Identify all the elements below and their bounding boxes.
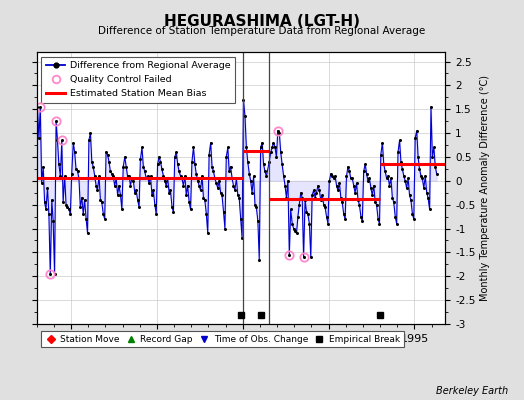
- Text: Berkeley Earth: Berkeley Earth: [436, 386, 508, 396]
- Text: HEGURASHIMA (LGT-H): HEGURASHIMA (LGT-H): [164, 14, 360, 29]
- Y-axis label: Monthly Temperature Anomaly Difference (°C): Monthly Temperature Anomaly Difference (…: [479, 75, 489, 301]
- Text: Difference of Station Temperature Data from Regional Average: Difference of Station Temperature Data f…: [99, 26, 425, 36]
- Legend: Station Move, Record Gap, Time of Obs. Change, Empirical Break: Station Move, Record Gap, Time of Obs. C…: [41, 331, 403, 348]
